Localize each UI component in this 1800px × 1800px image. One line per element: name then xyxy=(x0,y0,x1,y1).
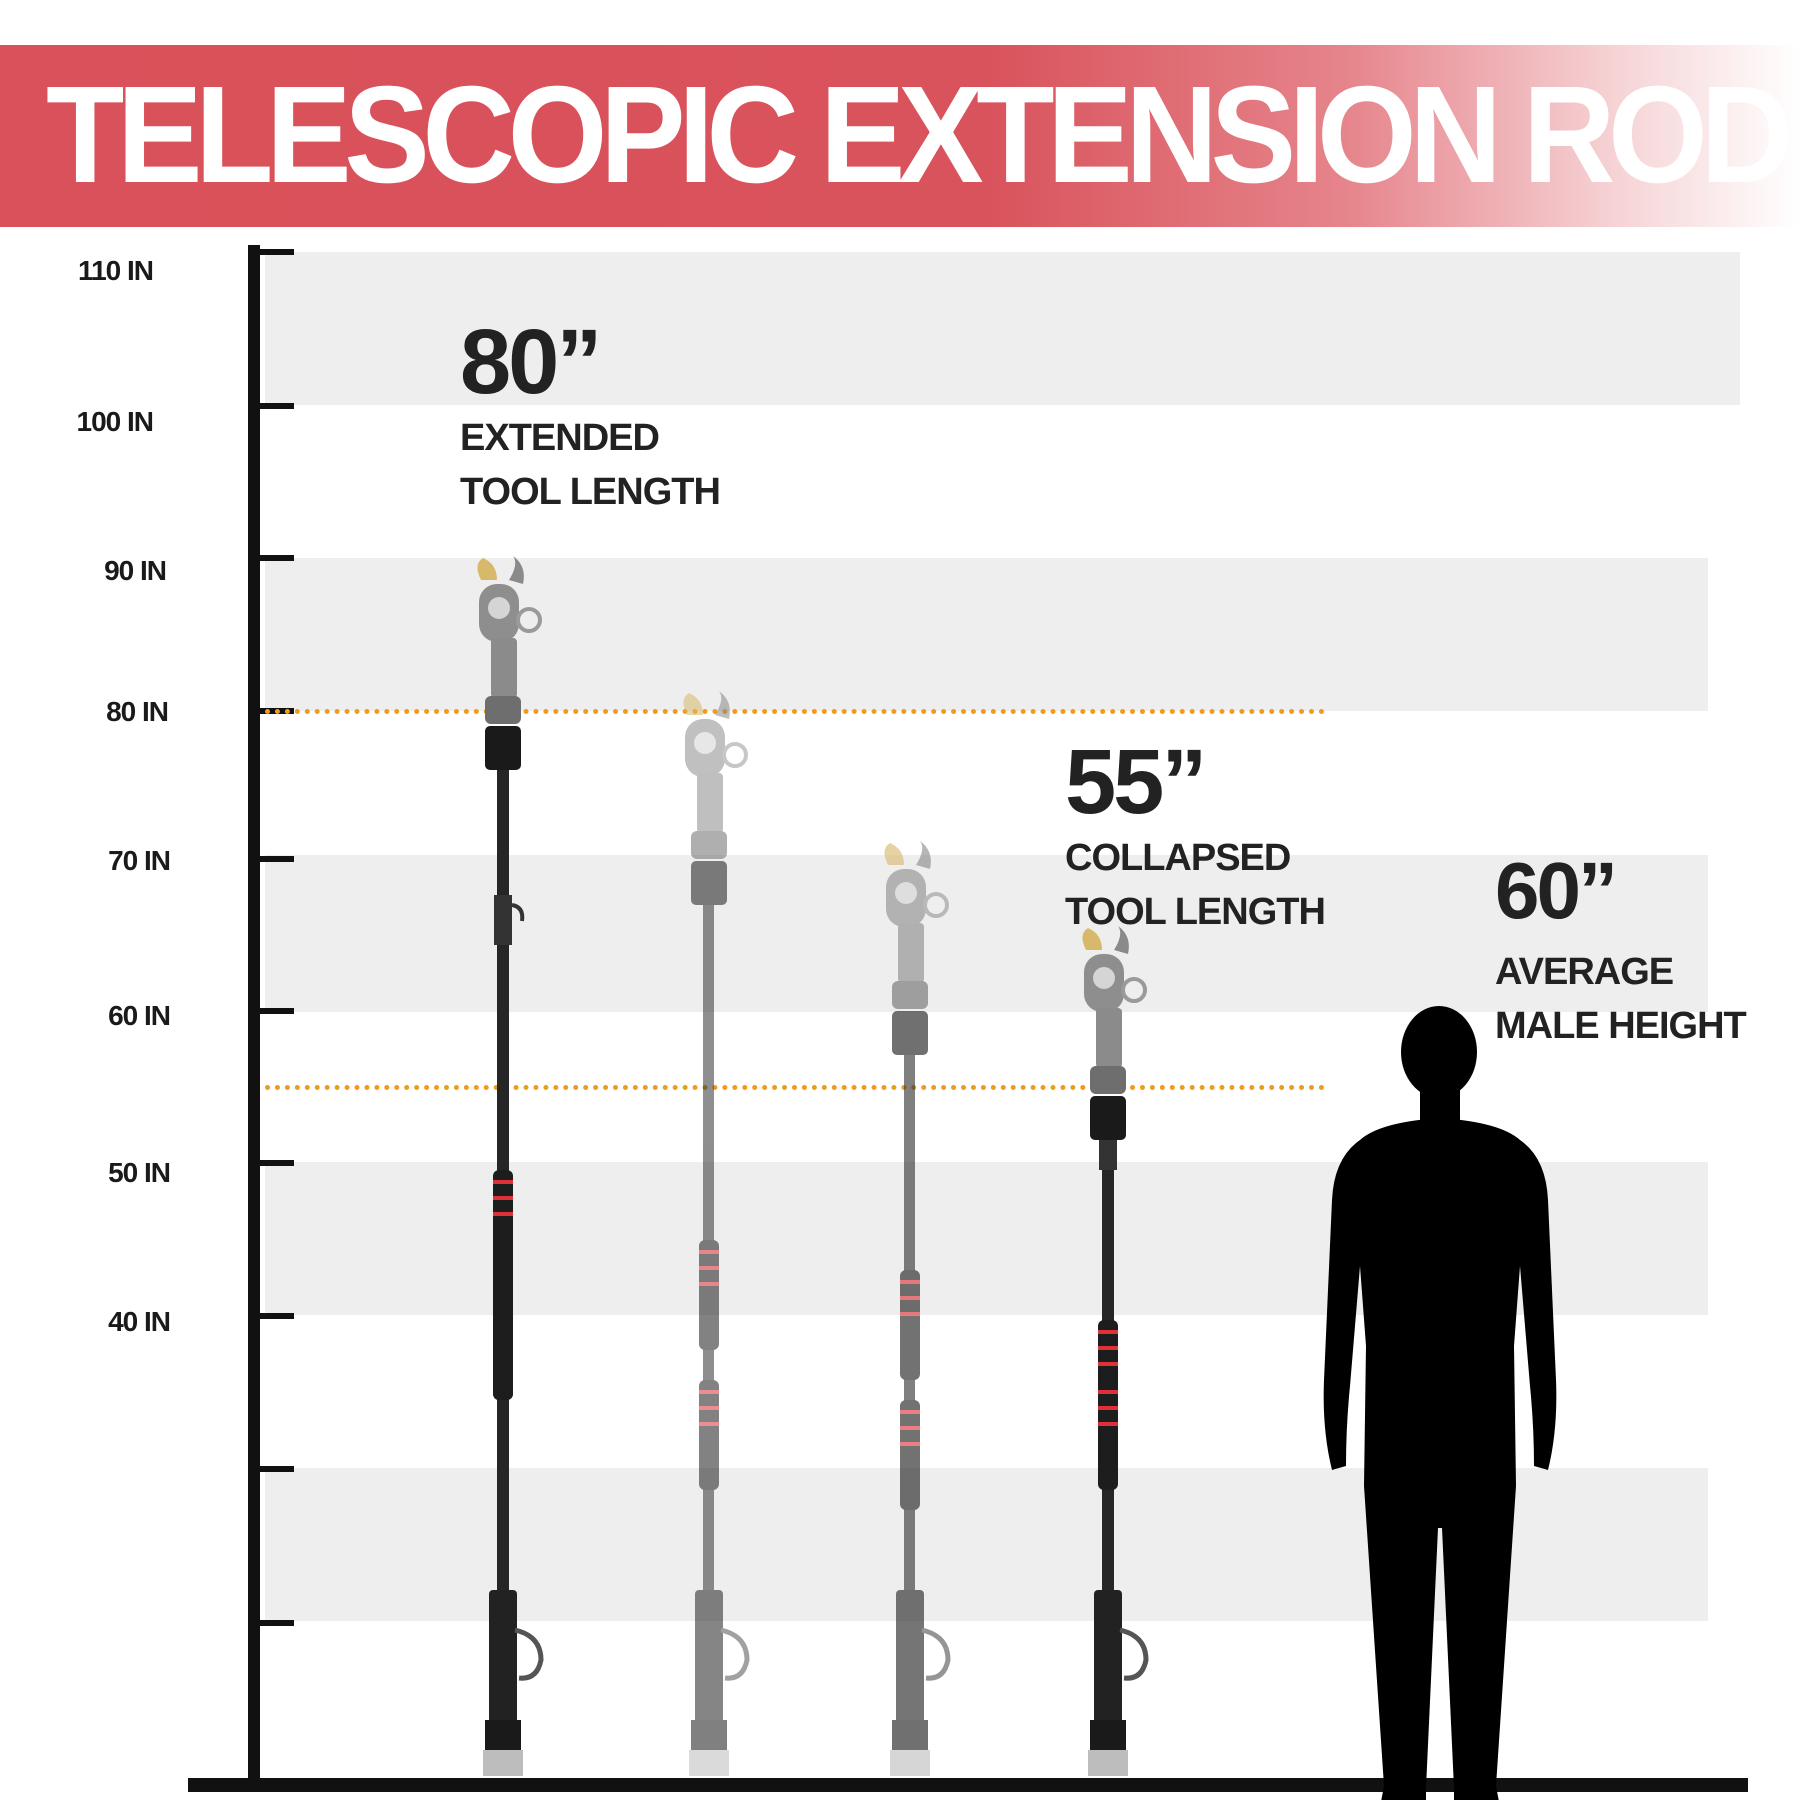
page-title: TELESCOPIC EXTENSION ROD xyxy=(46,58,1793,212)
axis-tick xyxy=(258,555,294,561)
collapsed-length-label-line1: COLLAPSED xyxy=(1065,837,1291,879)
extended-length-line xyxy=(265,709,1325,714)
height-axis xyxy=(248,245,260,1785)
axis-tick-label: 90 IN xyxy=(104,555,167,586)
axis-tick-label: 110 IN xyxy=(78,255,154,286)
collapsed-length-value: 55” xyxy=(1065,731,1207,833)
male-height-value: 60” xyxy=(1495,846,1618,935)
axis-tick xyxy=(258,1160,294,1166)
male-height-label-line2: MALE HEIGHT xyxy=(1495,1005,1747,1047)
axis-tick xyxy=(258,403,294,409)
extended-length-label-line2: TOOL LENGTH xyxy=(460,471,721,513)
ground-line xyxy=(188,1778,1748,1792)
extended-length-label-line1: EXTENDED xyxy=(460,417,660,459)
male-silhouette-icon xyxy=(1323,1006,1557,1800)
axis-tick-label: 60 IN xyxy=(108,1000,171,1031)
axis-tick xyxy=(258,1313,294,1319)
axis-tick-label: 70 IN xyxy=(108,845,171,876)
pruner-extended xyxy=(475,554,541,1776)
pruner-stage-3 xyxy=(882,839,948,1776)
title-banner: TELESCOPIC EXTENSION ROD xyxy=(0,45,1800,227)
axis-tick-label: 40 IN xyxy=(108,1306,171,1337)
axis-tick xyxy=(258,249,294,255)
axis-tick xyxy=(258,1008,294,1014)
pruner-collapsed xyxy=(1080,924,1146,1776)
collapsed-length-label-line2: TOOL LENGTH xyxy=(1065,891,1326,933)
axis-tick xyxy=(258,1620,294,1626)
axis-tick-label: 50 IN xyxy=(108,1157,171,1188)
collapsed-length-line xyxy=(265,1085,1325,1090)
male-height-label-line1: AVERAGE xyxy=(1495,951,1674,993)
axis-tick-label: 100 IN xyxy=(76,406,155,437)
background-band xyxy=(265,252,1740,405)
axis-tick xyxy=(258,1466,294,1472)
axis-tick xyxy=(258,856,294,862)
pruner-stage-2 xyxy=(681,689,747,1776)
extended-length-value: 80” xyxy=(460,311,602,413)
axis-tick-label: 80 IN xyxy=(106,696,169,727)
